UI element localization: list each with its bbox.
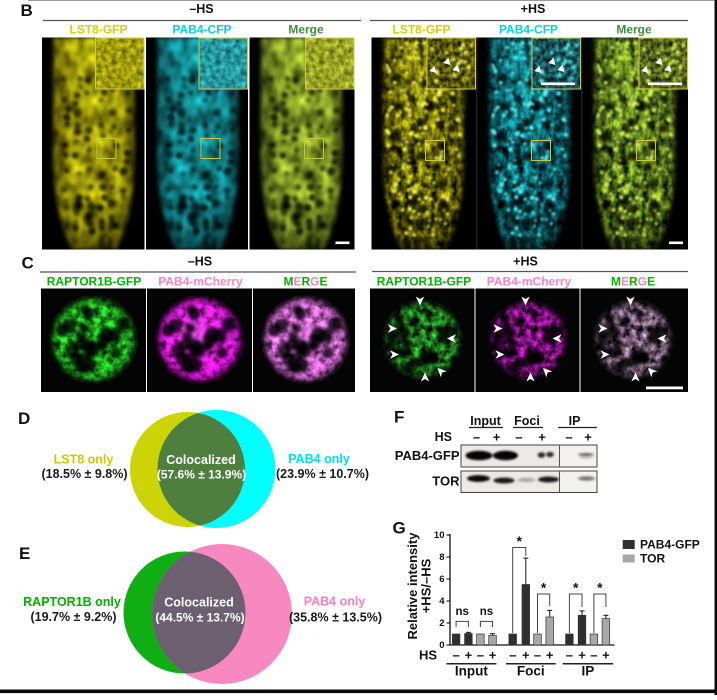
svg-text:MERGE: MERGE xyxy=(283,275,327,289)
svg-text:+HS: +HS xyxy=(521,2,546,16)
svg-text:(23.9% ± 10.7%): (23.9% ± 10.7%) xyxy=(276,467,369,481)
svg-text:Foci: Foci xyxy=(517,664,545,679)
svg-text:+: + xyxy=(546,648,554,663)
svg-text:C: C xyxy=(22,254,34,273)
svg-text:+HS/–HS: +HS/–HS xyxy=(419,558,434,613)
svg-text:+: + xyxy=(578,648,586,663)
svg-text:+: + xyxy=(584,430,592,445)
svg-text:Input: Input xyxy=(470,414,501,428)
svg-text:Foci: Foci xyxy=(514,414,540,428)
svg-text:(57.6% ± 13.9%): (57.6% ± 13.9%) xyxy=(157,468,246,482)
svg-text:RAPTOR1B only: RAPTOR1B only xyxy=(23,595,121,609)
svg-text:ns: ns xyxy=(456,606,469,618)
svg-text:8: 8 xyxy=(439,552,444,563)
svg-text:*: * xyxy=(541,580,547,596)
svg-text:Merge: Merge xyxy=(616,23,652,37)
svg-text:–: – xyxy=(590,648,597,663)
svg-text:LST8 only: LST8 only xyxy=(54,453,114,467)
svg-text:MERGE: MERGE xyxy=(611,275,655,289)
svg-text:10: 10 xyxy=(434,530,445,541)
svg-text:G: G xyxy=(393,519,406,538)
svg-text:Colocalized: Colocalized xyxy=(164,596,233,610)
svg-text:2: 2 xyxy=(439,618,444,629)
svg-text:(19.7% ± 9.2%): (19.7% ± 9.2%) xyxy=(30,610,116,624)
svg-text:*: * xyxy=(517,533,523,549)
svg-text:PAB4-GFP: PAB4-GFP xyxy=(395,448,460,463)
svg-text:+: + xyxy=(538,430,546,445)
svg-text:PAB4-CFP: PAB4-CFP xyxy=(499,23,558,37)
svg-text:Input: Input xyxy=(455,664,488,679)
svg-text:–: – xyxy=(515,430,522,445)
svg-text:Merge: Merge xyxy=(288,23,324,37)
svg-text:+HS: +HS xyxy=(513,255,538,269)
svg-text:IP: IP xyxy=(569,414,581,428)
svg-text:–HS: –HS xyxy=(189,2,213,16)
svg-text:(18.5% ± 9.8%): (18.5% ± 9.8%) xyxy=(41,467,127,481)
svg-text:HS: HS xyxy=(419,648,437,663)
svg-text:–: – xyxy=(509,648,516,663)
svg-text:6: 6 xyxy=(439,574,444,585)
svg-text:4: 4 xyxy=(439,596,445,607)
svg-text:TOR: TOR xyxy=(432,474,460,489)
svg-text:B: B xyxy=(21,1,33,20)
svg-text:PAB4-GFP: PAB4-GFP xyxy=(640,538,700,552)
svg-text:(44.5% ± 13.7%): (44.5% ± 13.7%) xyxy=(155,611,244,625)
svg-text:+: + xyxy=(522,648,530,663)
svg-text:LST8-GFP: LST8-GFP xyxy=(69,23,127,37)
svg-text:F: F xyxy=(394,408,404,427)
svg-text:–: – xyxy=(452,648,459,663)
svg-text:*: * xyxy=(573,580,579,596)
svg-text:–: – xyxy=(534,648,541,663)
svg-text:–: – xyxy=(477,648,484,663)
svg-text:PAB4 only: PAB4 only xyxy=(288,452,350,466)
svg-text:+: + xyxy=(602,648,610,663)
svg-text:ns: ns xyxy=(480,606,493,618)
svg-text:Colocalized: Colocalized xyxy=(166,453,235,467)
svg-text:+: + xyxy=(489,648,497,663)
svg-text:IP: IP xyxy=(582,664,595,679)
svg-text:0: 0 xyxy=(439,640,444,651)
svg-text:RAPTOR1B-GFP: RAPTOR1B-GFP xyxy=(47,275,141,289)
svg-text:D: D xyxy=(18,409,30,428)
svg-text:*: * xyxy=(597,580,603,596)
svg-text:RAPTOR1B-GFP: RAPTOR1B-GFP xyxy=(377,275,471,289)
svg-text:E: E xyxy=(19,544,30,563)
svg-text:PAB4-mCherry: PAB4-mCherry xyxy=(158,275,243,289)
svg-text:PAB4-mCherry: PAB4-mCherry xyxy=(487,275,572,289)
svg-text:LST8-GFP: LST8-GFP xyxy=(392,23,450,37)
svg-text:HS: HS xyxy=(435,430,452,444)
svg-text:(35.8% ± 13.5%): (35.8% ± 13.5%) xyxy=(289,611,382,625)
svg-text:PAB4 only: PAB4 only xyxy=(304,595,366,609)
svg-text:+: + xyxy=(493,430,501,445)
svg-text:–: – xyxy=(473,430,480,445)
svg-text:–: – xyxy=(565,430,572,445)
svg-text:–: – xyxy=(566,648,573,663)
svg-text:+: + xyxy=(465,648,473,663)
svg-text:TOR: TOR xyxy=(640,551,665,565)
svg-text:–HS: –HS xyxy=(188,255,212,269)
svg-text:PAB4-CFP: PAB4-CFP xyxy=(172,23,231,37)
